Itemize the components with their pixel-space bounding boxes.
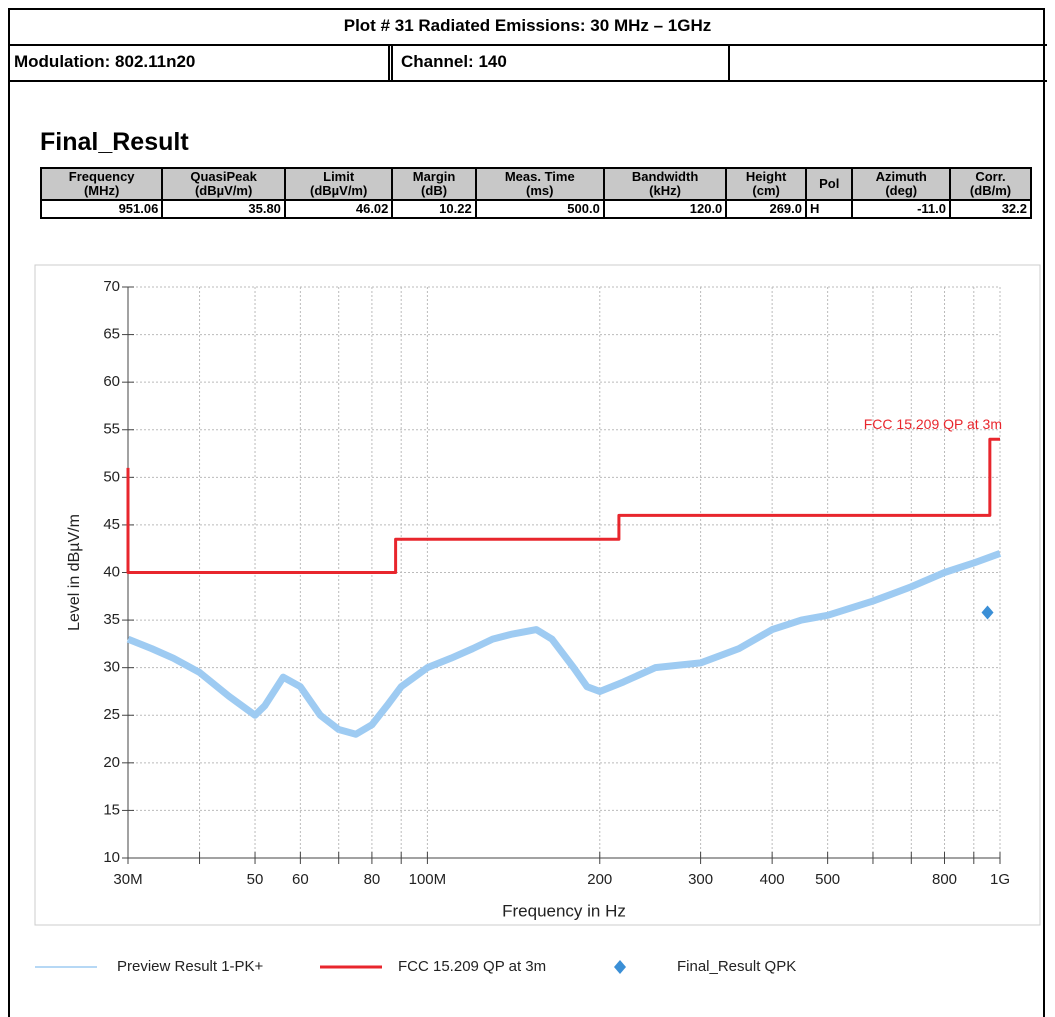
chart: 10 15 20 25 30 35 40 45 50 55 60 65 70 30M 50 60 80 100M 2…: [34, 264, 1041, 975]
y-tick-label: 25: [103, 706, 120, 723]
y-tick-label: 55: [103, 421, 120, 438]
channel: Channel: 140: [395, 44, 730, 80]
y-axis-label: Level in dBµV/m: [66, 514, 83, 631]
header-text: (dB): [421, 183, 448, 198]
x-tick-label: 60: [292, 871, 309, 888]
column-header: Margin (dB): [391, 167, 477, 201]
result-table: Frequency (MHz) QuasiPeak (dBµV/m) Limit (dBµ…: [39, 167, 1032, 219]
series-line: [126, 550, 1002, 738]
x-tick-label: 800: [932, 871, 957, 888]
header-text: Meas. Time: [504, 169, 575, 184]
header-text: Corr.: [975, 169, 1006, 184]
column-header: Corr. (dB/m): [949, 167, 1032, 201]
table-row: 951.06 35.80 46.02 10.22 500.0 120.0 269.0 H -11…: [39, 199, 1032, 219]
legend-swatch: [614, 960, 626, 974]
info-row: Modulation: 802.11n20 Channel: 140: [8, 44, 1047, 82]
y-tick-label: 40: [103, 563, 120, 580]
legend-label: Preview Result 1-PK+: [117, 958, 264, 975]
column-header: Meas. Time (ms): [474, 167, 605, 201]
modulation: Modulation: 802.11n20: [8, 44, 393, 80]
header-text: Frequency: [68, 169, 135, 184]
header-text: (MHz): [83, 183, 120, 198]
table-cell: 951.06: [39, 199, 164, 219]
title-row: Plot # 31 Radiated Emissions: 30 MHz – 1…: [8, 8, 1047, 46]
header-text: Azimuth: [875, 169, 927, 184]
header-text: Margin: [412, 169, 456, 184]
y-tick-label: 35: [103, 611, 120, 628]
table-cell: H: [805, 199, 854, 219]
x-tick-label: 80: [364, 871, 381, 888]
legend-label: FCC 15.209 QP at 3m: [398, 958, 546, 975]
data-point: [981, 605, 994, 620]
header-text: (dB/m): [969, 183, 1012, 198]
y-tick-label: 10: [103, 849, 120, 866]
y-tick-label: 45: [103, 516, 120, 533]
header-text: (cm): [752, 183, 780, 198]
column-header: Azimuth (deg): [851, 167, 952, 201]
y-tick-label: 50: [103, 468, 120, 485]
result-title: Final_Result: [40, 128, 189, 156]
x-tick-label: 500: [815, 871, 840, 888]
header-text: (kHz): [649, 183, 681, 198]
y-tick-label: 30: [103, 659, 120, 676]
table-cell: 500.0: [474, 199, 605, 219]
header-text: (dBµV/m): [194, 183, 253, 198]
y-tick-label: 60: [103, 373, 120, 390]
header-text: (dBµV/m): [310, 183, 368, 198]
x-tick-label: 30M: [113, 871, 142, 888]
title: Plot # 31 Radiated Emissions: 30 MHz – 1…: [343, 16, 712, 35]
y-tick-label: 15: [103, 801, 120, 818]
y-tick-label: 70: [103, 278, 120, 295]
x-tick-label: 400: [760, 871, 785, 888]
table-cell: 10.22: [391, 199, 477, 219]
table-cell: -11.0: [851, 199, 952, 219]
header-text: Bandwidth: [631, 169, 699, 184]
y-tick-label: 65: [103, 326, 120, 343]
frame: [8, 8, 1045, 1017]
legend-label: Final_Result QPK: [677, 958, 796, 975]
x-tick-label: 200: [587, 871, 612, 888]
x-axis-label: Frequency in Hz: [502, 901, 626, 920]
y-tick-label: 20: [103, 754, 120, 771]
x-tick-label: 100M: [409, 871, 447, 888]
series-line: [126, 437, 1000, 574]
table-cell: 120.0: [602, 199, 728, 219]
header-text: (ms): [526, 183, 554, 198]
column-header: Pol: [805, 167, 854, 201]
x-tick-label: 1G: [990, 871, 1010, 888]
header-text: Limit: [323, 169, 355, 184]
annotation: FCC 15.209 QP at 3m: [864, 416, 1002, 432]
column-header: Bandwidth (kHz): [602, 167, 728, 201]
column-header: QuasiPeak (dBµV/m): [161, 167, 286, 201]
header-text: (deg): [885, 183, 918, 198]
column-header: Height (cm): [725, 167, 808, 201]
table-cell: 46.02: [283, 199, 394, 219]
column-header: Limit (dBµV/m): [283, 167, 394, 201]
header-text: Height: [745, 169, 787, 184]
column-header: Frequency (MHz): [39, 167, 164, 201]
table-cell: 32.2: [949, 199, 1032, 219]
header-text: Pol: [819, 176, 840, 191]
x-tick-label: 300: [688, 871, 713, 888]
table-cell: 269.0: [725, 199, 808, 219]
table-cell: 35.80: [161, 199, 286, 219]
header-text: QuasiPeak: [190, 169, 257, 184]
x-tick-label: 50: [247, 871, 264, 888]
